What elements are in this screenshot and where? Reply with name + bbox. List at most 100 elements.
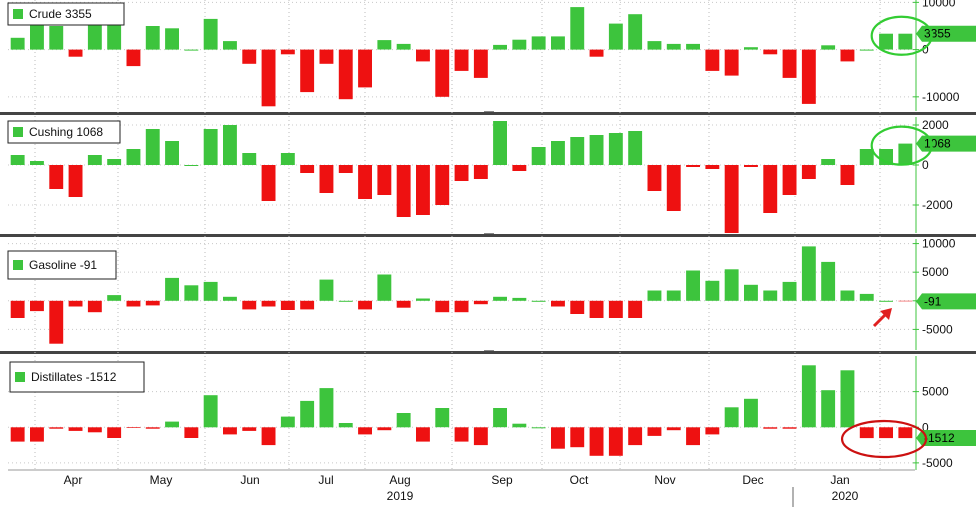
y-tick-label: 5000: [922, 265, 949, 279]
bar: [801, 365, 816, 428]
bar: [570, 300, 585, 314]
legend-box: [7, 2, 125, 26]
bar: [10, 300, 25, 318]
bar: [531, 147, 546, 165]
bar: [300, 165, 315, 173]
bar: [493, 121, 507, 165]
x-month-label: Nov: [654, 473, 675, 487]
bar: [628, 131, 643, 165]
bar: [319, 388, 334, 428]
panel-resize-handle-3[interactable]: [484, 350, 494, 351]
bar: [493, 44, 507, 50]
y-tick-label: 10000: [922, 0, 956, 9]
x-month-label: Oct: [570, 473, 589, 487]
bar: [531, 427, 546, 429]
panel-resize-handle-1[interactable]: [484, 111, 494, 112]
bar: [184, 49, 199, 51]
bar: [840, 370, 855, 428]
panel-resize-handle-2[interactable]: [484, 233, 494, 234]
bar: [859, 149, 874, 165]
bar: [10, 155, 25, 165]
bar: [30, 300, 44, 312]
bar: [358, 427, 372, 435]
bar: [126, 49, 141, 67]
bar: [859, 49, 874, 51]
bar: [261, 165, 276, 201]
bar: [705, 49, 720, 71]
y-tick-label: -2000: [922, 198, 953, 212]
highlight-arrow-head: [880, 308, 892, 320]
bar: [300, 400, 315, 428]
bar: [126, 149, 141, 165]
bar: [879, 33, 893, 50]
x-year-label: 2019: [387, 489, 414, 503]
bar: [203, 129, 218, 165]
bar: [589, 427, 604, 456]
bar: [396, 165, 411, 217]
bar: [628, 300, 643, 318]
bar: [184, 165, 199, 166]
x-month-label: May: [150, 473, 173, 487]
bar: [377, 274, 392, 301]
bar: [666, 427, 681, 431]
bar: [840, 165, 855, 185]
bar: [87, 427, 102, 433]
bar: [531, 36, 546, 50]
bar: [416, 165, 430, 215]
y-tick-label: -10000: [922, 90, 960, 104]
bar: [358, 165, 372, 199]
bar: [107, 159, 122, 165]
x-month-label: Jul: [318, 473, 333, 487]
bar: [184, 285, 199, 301]
bar: [589, 49, 604, 57]
bar: [68, 300, 83, 307]
bar: [763, 165, 778, 213]
bar: [686, 270, 700, 301]
bar: [589, 300, 604, 318]
bar: [396, 43, 411, 50]
x-month-label: Sep: [491, 473, 513, 487]
bar: [724, 165, 739, 233]
bar: [879, 427, 893, 439]
bar: [261, 300, 276, 307]
bar: [724, 49, 739, 76]
x-year-label: 2020: [832, 489, 859, 503]
bar: [570, 7, 585, 50]
bar: [377, 165, 392, 195]
x-month-label: Jun: [240, 473, 259, 487]
bar: [801, 49, 816, 104]
bar: [87, 300, 102, 313]
bar: [608, 300, 623, 318]
bar: [280, 416, 295, 428]
bar: [512, 423, 527, 428]
bar: [145, 427, 160, 429]
legend-swatch: [13, 9, 23, 19]
bar: [512, 297, 527, 301]
bar: [570, 427, 585, 448]
bar: [724, 269, 739, 301]
bar: [454, 300, 469, 313]
bar: [435, 165, 450, 205]
bar: [223, 41, 237, 50]
last-value-tag: [916, 430, 976, 447]
bar: [782, 165, 797, 195]
bar: [628, 427, 643, 446]
bar: [261, 427, 276, 446]
bar: [203, 18, 218, 50]
bar: [589, 135, 604, 165]
panel-separator-2: [0, 234, 976, 237]
bar: [242, 153, 257, 165]
bar: [801, 246, 816, 301]
bar: [68, 165, 83, 197]
bar: [473, 49, 488, 78]
bar: [396, 413, 411, 428]
legend-swatch: [13, 260, 23, 270]
bar: [338, 423, 353, 428]
bar: [319, 279, 334, 301]
bar: [551, 300, 565, 307]
bar: [705, 427, 720, 435]
bar: [551, 36, 565, 50]
legend-box: [7, 120, 121, 144]
bar: [300, 300, 315, 310]
bar: [686, 165, 700, 167]
